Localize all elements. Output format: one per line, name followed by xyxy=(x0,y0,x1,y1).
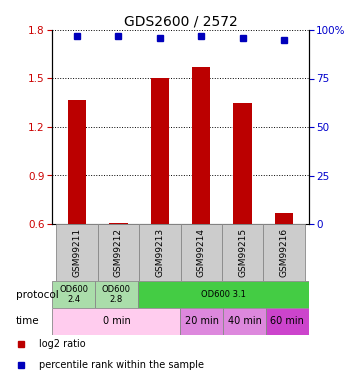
Text: GSM99213: GSM99213 xyxy=(155,228,164,277)
Text: GSM99215: GSM99215 xyxy=(238,228,247,277)
FancyBboxPatch shape xyxy=(138,281,309,308)
Text: time: time xyxy=(16,316,40,327)
Text: GSM99212: GSM99212 xyxy=(114,228,123,277)
FancyBboxPatch shape xyxy=(52,308,180,335)
Text: percentile rank within the sample: percentile rank within the sample xyxy=(39,360,204,370)
Text: 60 min: 60 min xyxy=(270,316,304,327)
FancyBboxPatch shape xyxy=(266,308,309,335)
Text: protocol: protocol xyxy=(16,290,59,300)
Text: log2 ratio: log2 ratio xyxy=(39,339,86,349)
Title: GDS2600 / 2572: GDS2600 / 2572 xyxy=(123,15,238,29)
FancyBboxPatch shape xyxy=(223,308,266,335)
FancyBboxPatch shape xyxy=(263,224,305,281)
Text: 20 min: 20 min xyxy=(185,316,219,327)
Bar xyxy=(275,213,293,224)
Text: OD600
2.4: OD600 2.4 xyxy=(59,285,88,303)
FancyBboxPatch shape xyxy=(56,224,98,281)
Text: OD600
2.8: OD600 2.8 xyxy=(102,285,131,303)
Bar xyxy=(68,99,86,224)
Text: GSM99216: GSM99216 xyxy=(279,228,288,277)
FancyBboxPatch shape xyxy=(98,224,139,281)
FancyBboxPatch shape xyxy=(180,224,222,281)
FancyBboxPatch shape xyxy=(139,224,180,281)
FancyBboxPatch shape xyxy=(95,281,138,308)
Bar xyxy=(233,103,252,224)
FancyBboxPatch shape xyxy=(180,308,223,335)
FancyBboxPatch shape xyxy=(52,281,95,308)
Bar xyxy=(192,67,210,224)
Text: GSM99211: GSM99211 xyxy=(73,228,82,277)
FancyBboxPatch shape xyxy=(222,224,263,281)
Text: OD600 3.1: OD600 3.1 xyxy=(201,290,245,299)
Bar xyxy=(151,78,169,224)
Text: 0 min: 0 min xyxy=(103,316,130,327)
Text: GSM99214: GSM99214 xyxy=(197,228,206,277)
Text: 40 min: 40 min xyxy=(228,316,261,327)
Bar xyxy=(109,223,128,224)
